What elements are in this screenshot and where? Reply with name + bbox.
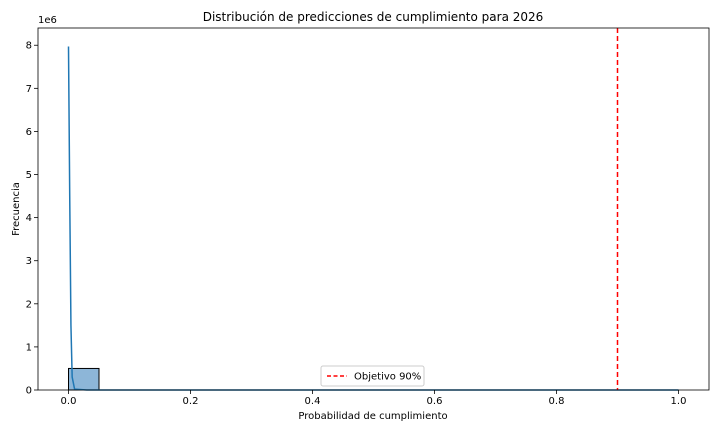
y-tick-label-2: 2 <box>26 299 32 310</box>
y-tick-label-4: 4 <box>26 213 32 224</box>
chart-title: Distribución de predicciones de cumplimi… <box>203 10 544 24</box>
plot-frame <box>37 27 710 391</box>
x-tick-label-4: 0.8 <box>549 396 565 407</box>
y-tick-label-7: 7 <box>26 84 32 95</box>
legend-label-objetivo: Objetivo 90% <box>354 372 421 383</box>
y-tick-label-5: 5 <box>26 170 32 181</box>
x-axis-label: Probabilidad de cumplimiento <box>298 411 447 422</box>
y-offset-label: 1e6 <box>38 15 57 26</box>
legend-box <box>320 365 425 387</box>
y-tick-label-0: 0 <box>26 386 32 397</box>
plot-area: 0.0 0.2 0.4 0.6 0.8 1.0 0 1 2 3 4 5 6 7 8 <box>26 27 710 407</box>
x-tick-label-5: 1.0 <box>671 396 687 407</box>
y-tick-label-1: 1 <box>26 342 32 353</box>
x-tick-label-1: 0.2 <box>183 396 199 407</box>
x-tick-label-0: 0.0 <box>61 396 77 407</box>
legend: Objetivo 90% <box>320 365 425 387</box>
y-tick-label-8: 8 <box>26 41 32 52</box>
x-tick-label-2: 0.4 <box>305 396 321 407</box>
y-tick-label-3: 3 <box>26 256 32 267</box>
y-tick-label-6: 6 <box>26 127 32 138</box>
y-axis-label: Frecuencia <box>11 182 22 236</box>
kde-line <box>67 46 679 391</box>
x-tick-label-3: 0.6 <box>427 396 443 407</box>
